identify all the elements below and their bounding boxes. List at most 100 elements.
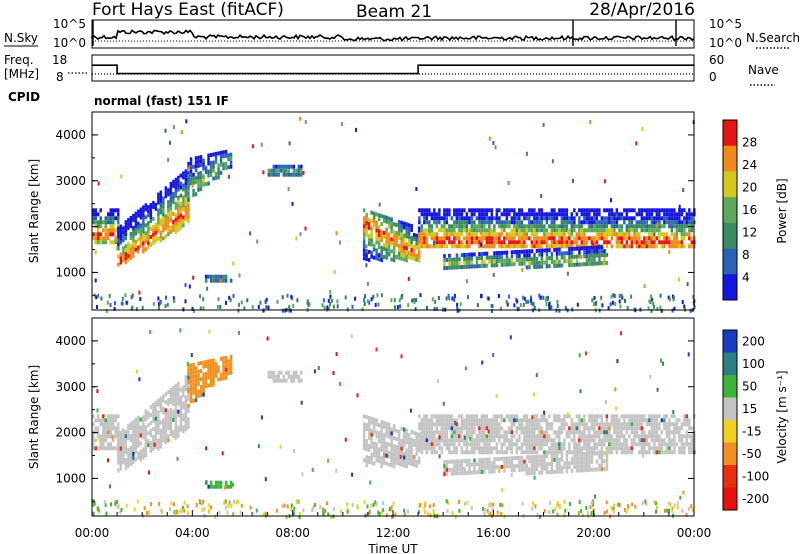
echo-cell (605, 434, 609, 439)
echo-cell (129, 462, 133, 466)
echo-cell (520, 244, 524, 249)
ground-scatter-cell (133, 507, 136, 512)
echo-cell (665, 208, 669, 213)
ground-scatter-cell (463, 501, 466, 506)
echo-cell (590, 418, 594, 423)
echo-cell (498, 457, 501, 461)
echo-cell (382, 214, 386, 219)
ground-scatter-cell (456, 306, 459, 311)
echo-cell (628, 244, 631, 249)
echo-cell (620, 446, 624, 451)
noise-speckle-cell (264, 477, 267, 482)
colorbar-segment (723, 465, 737, 488)
echo-cell (495, 450, 499, 455)
echo-cell (680, 446, 684, 451)
echo-cell (505, 450, 509, 455)
echo-cell (119, 454, 123, 459)
echo-cell (468, 256, 471, 261)
echo-cell (192, 398, 195, 403)
x-axis-label: Time UT (367, 542, 418, 554)
echo-cell (214, 171, 218, 176)
echo-cell (385, 449, 388, 454)
ground-scatter-cell (671, 506, 674, 511)
echo-cell (668, 208, 671, 213)
noise-speckle-cell (580, 254, 583, 259)
echo-cell (402, 249, 406, 254)
ground-scatter-cell (328, 306, 331, 311)
ground-scatter-cell (139, 297, 142, 301)
echo-cell (550, 240, 554, 245)
ground-scatter-cell (601, 303, 604, 308)
echo-cell (568, 255, 571, 260)
echo-cell (655, 208, 659, 213)
echo-cell (513, 422, 516, 427)
echo-cell (104, 434, 107, 439)
echo-cell (159, 222, 163, 227)
echo-cell (633, 228, 636, 233)
echo-cell (655, 430, 659, 435)
echo-cell (558, 438, 561, 443)
echo-cell (127, 258, 130, 263)
echo-cell (540, 256, 544, 261)
echo-cell (450, 430, 454, 435)
echo-cell (573, 254, 576, 259)
echo-cell (395, 429, 398, 433)
echo-cell (523, 463, 526, 468)
echo-cell (580, 456, 584, 461)
echo-cell (400, 446, 403, 451)
echo-cell (445, 459, 449, 464)
echo-cell (458, 467, 461, 472)
ground-scatter-cell (490, 502, 492, 507)
echo-cell (598, 455, 601, 460)
echo-cell (370, 436, 373, 441)
echo-cell (475, 208, 479, 213)
echo-cell (365, 443, 368, 448)
echo-cell (485, 438, 489, 443)
ground-scatter-cell (549, 500, 552, 505)
colorbar-segment (723, 171, 737, 198)
echo-cell (525, 442, 529, 447)
noise-speckle-cell (641, 453, 644, 458)
echo-cell (480, 462, 484, 466)
echo-cell (395, 461, 398, 465)
noise-speckle-cell (507, 181, 510, 185)
echo-cell (149, 215, 153, 219)
echo-cell (500, 426, 504, 431)
echo-cell (638, 212, 641, 217)
echo-cell (174, 399, 178, 404)
echo-cell (663, 240, 666, 245)
echo-cell (565, 240, 569, 245)
ground-scatter-cell (390, 298, 393, 303)
noise-speckle-cell (97, 181, 100, 186)
echo-cell (109, 430, 112, 435)
echo-cell (555, 469, 559, 474)
ground-scatter-cell (516, 306, 519, 311)
echo-cell (483, 232, 486, 237)
echo-cell (578, 244, 581, 249)
echo-cell (500, 228, 504, 233)
ground-scatter-cell (423, 505, 426, 510)
echo-cell (380, 246, 383, 251)
echo-cell (172, 191, 175, 196)
echo-cell (407, 457, 411, 462)
echo-cell (390, 439, 393, 444)
echo-cell (112, 232, 115, 237)
ground-scatter-cell (292, 304, 295, 308)
echo-cell (465, 232, 469, 237)
echo-cell (630, 430, 634, 435)
echo-cell (453, 430, 456, 435)
echo-cell (560, 232, 564, 237)
echo-cell (678, 216, 681, 221)
echo-cell (448, 208, 451, 213)
echo-cell (154, 230, 158, 235)
echo-cell (468, 414, 471, 419)
echo-cell (433, 450, 436, 455)
echo-cell (445, 212, 449, 217)
echo-cell (372, 449, 376, 454)
ground-scatter-cell (581, 513, 584, 518)
echo-cell (483, 422, 486, 427)
echo-cell (538, 458, 541, 463)
echo-cell (415, 463, 418, 468)
echo-cell (640, 212, 644, 217)
echo-cell (179, 395, 183, 400)
